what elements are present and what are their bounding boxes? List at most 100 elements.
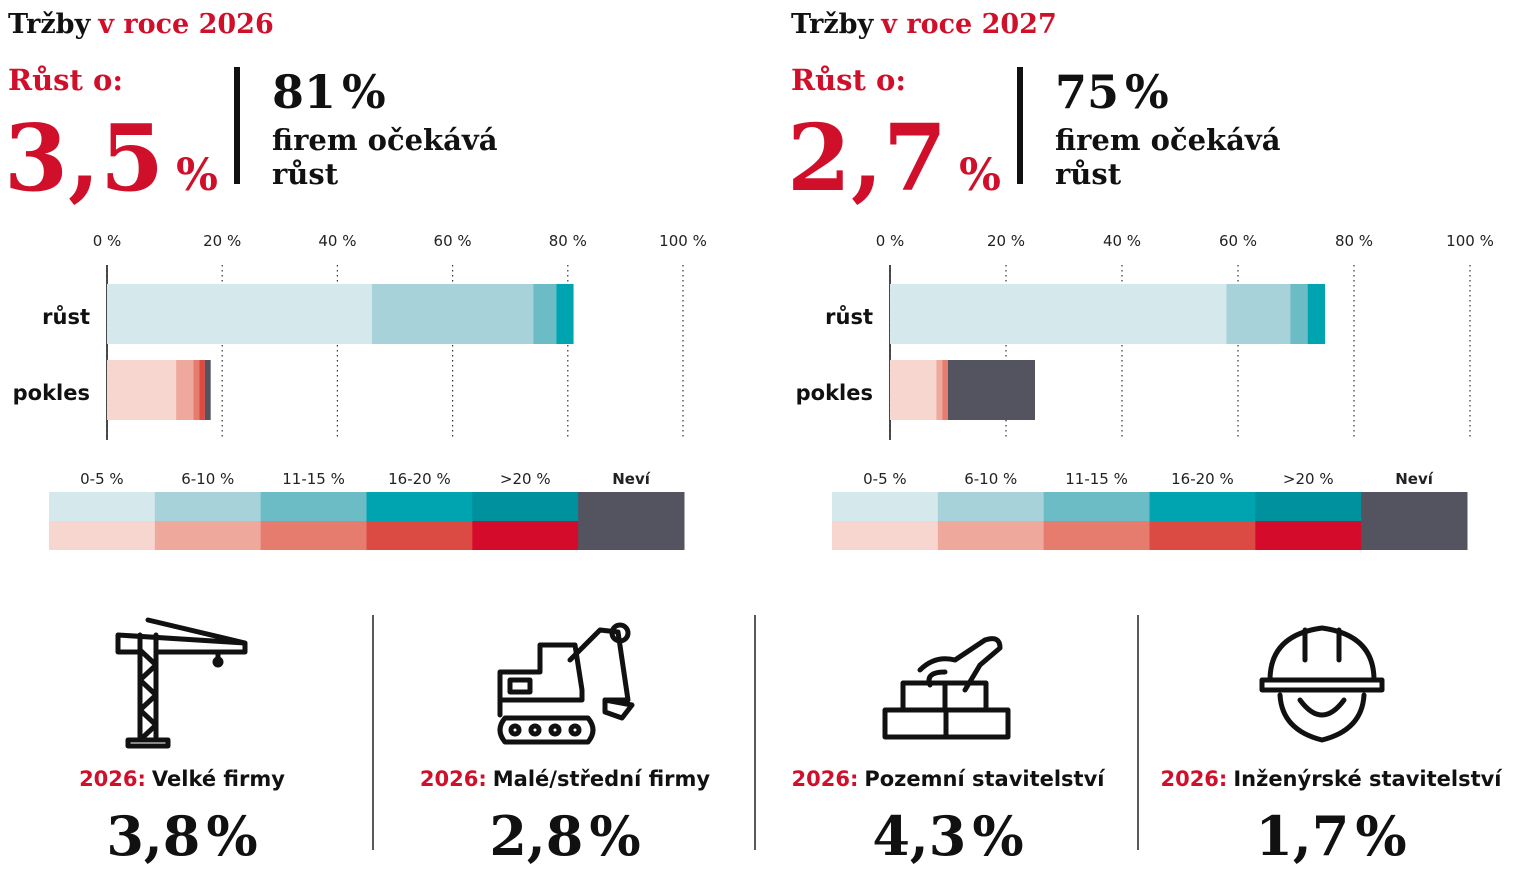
growth-value-part: % [959,150,1001,201]
segment-value-part: % [1355,804,1406,868]
x-tick-label: 80 % [1335,232,1373,250]
growth-value: 3,5% [4,104,218,212]
share-value: 75% [1055,65,1169,119]
x-tick-label: 60 % [434,232,472,250]
growth-value-part: 3,5 [4,104,164,212]
x-tick-label: 20 % [987,232,1025,250]
share-value: 81% [272,65,386,119]
share-value-part: % [1125,65,1169,119]
segment-label-part: Velké firmy [152,767,285,791]
bar-segment [204,360,211,420]
legend-label: Neví [1395,470,1434,488]
growth-value: 2,7% [787,104,1001,212]
bar-segment [1290,284,1308,344]
segment-label-part: 2026: [79,767,146,791]
bricks-icon [882,636,1011,740]
share-value-part: 75 [1055,65,1119,119]
category-label: růst [42,305,90,329]
legend-swatch [937,521,1045,550]
legend-swatch [832,521,939,550]
bar-segment [1307,284,1325,344]
bar-segment [107,284,372,344]
segment-value-part: % [972,804,1023,868]
share-text: firem očekává [272,123,498,157]
legend-label: 11-15 % [1065,470,1128,488]
share-text: růst [272,157,339,191]
legend-swatch [49,521,156,550]
segment-label-part: 2026: [792,767,859,791]
legend-swatch [154,521,262,550]
bar-segment [193,360,200,420]
segment-value-part: % [589,804,640,868]
excavator-icon [497,622,635,745]
legend-swatch [1043,521,1150,550]
bar-segment [533,284,557,344]
segment-value: 1,7% [1255,804,1406,868]
segment-label-part: Inženýrské stavitelství [1233,767,1503,791]
x-tick-label: 100 % [659,232,707,250]
x-tick-label: 20 % [203,232,241,250]
legend-label: 0-5 % [863,470,907,488]
x-tick-label: 60 % [1219,232,1257,250]
segment-label-part: 2026: [1160,767,1227,791]
growth-label: Růst o: [8,63,123,97]
bar-segment [107,360,177,420]
legend-swatch [578,492,685,550]
segment-value-part: 2,8 [489,804,583,868]
category-label: pokles [13,381,90,405]
legend-swatch [366,521,473,550]
legend-label: 0-5 % [80,470,124,488]
segment-label: 2026: Velké firmy [79,767,285,791]
x-tick-label: 0 % [876,232,905,250]
legend-label: 16-20 % [388,470,451,488]
bar-segment [936,360,943,420]
segment-value-part: 1,7 [1255,804,1349,868]
bar-segment [948,360,1035,420]
legend-swatch [366,492,473,521]
bar-segment [942,360,948,420]
separator [1017,67,1023,184]
chart-title: Tržby v roce 2027 [791,9,1057,40]
legend-swatch [1255,521,1362,550]
segment-label-part: 2026: [420,767,487,791]
bar-segment [890,284,1227,344]
growth-label: Růst o: [791,63,906,97]
share-text: růst [1055,157,1122,191]
segment-label: 2026: Inženýrské stavitelství [1160,767,1503,791]
segment-value: 2,8% [489,804,640,868]
legend-swatch [472,521,579,550]
segment-label-part: Pozemní stavitelství [864,767,1106,791]
segment-label: 2026: Pozemní stavitelství [792,767,1107,791]
legend-swatch [1043,492,1150,521]
x-tick-label: 0 % [93,232,122,250]
legend-swatch [260,492,367,521]
x-tick-label: 40 % [1103,232,1141,250]
legend-swatch [1361,492,1468,550]
separator [234,67,240,184]
helmet-icon [1259,625,1385,743]
legend-swatch [832,492,939,521]
share-value-part: % [342,65,386,119]
chart-title-part: Tržby [8,9,92,40]
legend-swatch [1149,521,1256,550]
legend-swatch [260,521,367,550]
segment-value-part: 3,8 [106,804,200,868]
segment-label-part: Malé/střední firmy [493,767,711,791]
bar-segment [890,360,937,420]
share-value-part: 81 [272,65,336,119]
segment-value-part: % [206,804,257,868]
legend-swatch [1149,492,1256,521]
bar-segment [1226,284,1291,344]
bar-segment [176,360,194,420]
legend-label: Neví [612,470,651,488]
legend-swatch [937,492,1045,521]
x-tick-label: 80 % [549,232,587,250]
legend-swatch [49,492,156,521]
segment-label: 2026: Malé/střední firmy [420,767,710,791]
segment-value: 4,3% [872,804,1023,868]
chart-title: Tržby v roce 2026 [8,9,274,40]
segment-value: 3,8% [106,804,257,868]
legend-swatch [1255,492,1362,521]
legend-label: 6-10 % [181,470,234,488]
